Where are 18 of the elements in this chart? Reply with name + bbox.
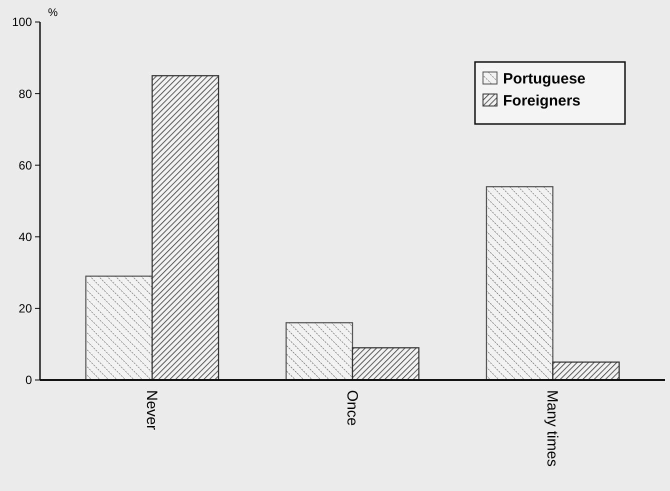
bar (152, 75, 220, 381)
y-tick-label: 20 (18, 302, 32, 316)
y-tick-label: 40 (18, 230, 32, 244)
bar (85, 276, 153, 381)
legend-label: Portuguese (503, 70, 586, 88)
x-tick-label: Never (142, 390, 160, 430)
y-tick-label: 100 (12, 15, 32, 30)
bar (552, 362, 620, 381)
bar (352, 347, 420, 381)
bar (486, 186, 554, 381)
legend-label: Foreigners (503, 92, 581, 110)
y-axis-title: % (48, 7, 58, 19)
y-tick-label: 0 (25, 373, 32, 388)
x-tick-label: Many times (544, 390, 561, 467)
y-tick-label: 60 (18, 158, 32, 172)
x-tick-label: Once (343, 390, 360, 426)
bar (286, 322, 354, 381)
y-tick-label: 80 (18, 86, 32, 101)
